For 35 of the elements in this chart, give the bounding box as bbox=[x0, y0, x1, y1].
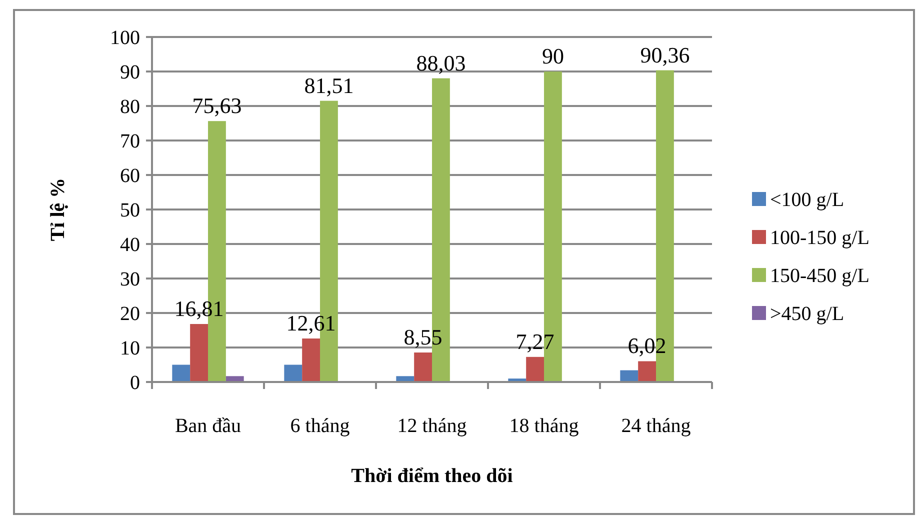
y-tick-label: 30 bbox=[120, 268, 140, 290]
bar bbox=[284, 364, 302, 382]
bar bbox=[414, 352, 432, 382]
x-tick-label: Ban đầu bbox=[174, 415, 242, 437]
x-axis-title: Thời điểm theo dõi bbox=[351, 465, 514, 487]
bar bbox=[526, 356, 544, 382]
y-tick-label: 90 bbox=[120, 62, 140, 84]
bar bbox=[172, 364, 190, 382]
legend-label: <100 g/L bbox=[770, 189, 844, 211]
y-tick-label: 10 bbox=[120, 338, 140, 360]
data-label: 81,51 bbox=[304, 72, 354, 98]
y-tick-label: 100 bbox=[110, 27, 140, 49]
data-label: 90 bbox=[542, 44, 564, 68]
x-tick-label: 6 tháng bbox=[290, 415, 350, 437]
bar bbox=[302, 338, 320, 382]
bar bbox=[190, 324, 208, 382]
x-tick-label: 12 tháng bbox=[397, 415, 467, 437]
y-tick-label: 20 bbox=[120, 303, 140, 325]
x-tick-label: 24 tháng bbox=[621, 415, 691, 437]
bar bbox=[638, 361, 656, 382]
y-axis-title: Tỉ lệ % bbox=[47, 178, 69, 242]
data-label: 75,63 bbox=[192, 93, 242, 118]
y-tick-label: 50 bbox=[120, 200, 140, 222]
legend-label: >450 g/L bbox=[770, 303, 844, 325]
legend-label: 150-450 g/L bbox=[770, 265, 870, 287]
y-tick-label: 0 bbox=[130, 372, 140, 394]
bar bbox=[620, 370, 638, 382]
data-label: 90,36 bbox=[640, 42, 690, 68]
data-label: 88,03 bbox=[416, 50, 466, 76]
legend-label: 100-150 g/L bbox=[770, 227, 870, 249]
y-tick-label: 40 bbox=[120, 234, 140, 256]
y-tick-label: 60 bbox=[120, 165, 140, 187]
y-tick-label: 70 bbox=[120, 130, 140, 152]
y-tick-label: 80 bbox=[120, 96, 140, 118]
x-tick-label: 18 tháng bbox=[509, 415, 579, 437]
